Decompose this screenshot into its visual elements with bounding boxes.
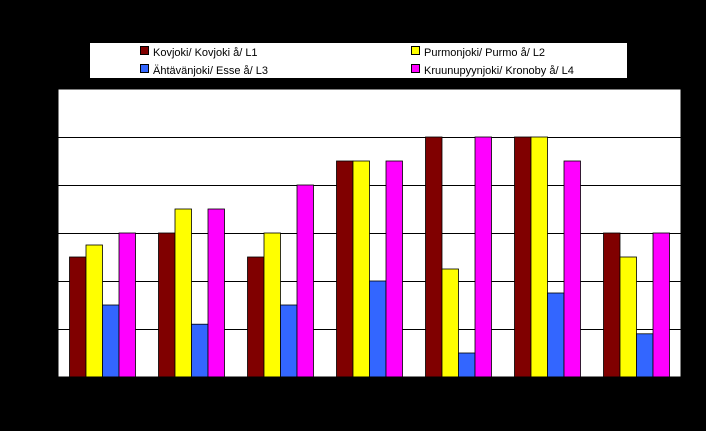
legend-item-l4: Kruunupyynjoki/ Kronoby å/ L4: [411, 64, 574, 78]
bar-series4-group5: [474, 136, 492, 378]
legend-label-l4: Kruunupyynjoki/ Kronoby å/ L4: [424, 65, 574, 77]
x-axis-ticks: [58, 377, 682, 382]
bar-series3-group6: [547, 292, 565, 378]
legend-swatch-l4: [411, 64, 420, 73]
bar-series2-group6: [530, 136, 548, 378]
bar-series3-group5: [458, 352, 476, 378]
legend-label-l1: Kovjoki/ Kovjoki å/ L1: [153, 47, 258, 59]
bar-series1-group4: [336, 160, 354, 378]
bar-series3-group2: [191, 323, 209, 378]
bar-series2-group5: [441, 268, 459, 378]
legend: Kovjoki/ Kovjoki å/ L1 Purmonjoki/ Purmo…: [89, 42, 628, 79]
bar-series4-group6: [563, 160, 581, 378]
bar-series2-group1: [85, 244, 103, 378]
legend-item-l2: Purmonjoki/ Purmo å/ L2: [411, 46, 545, 60]
bar-series4-group4: [385, 160, 403, 378]
legend-item-l1: Kovjoki/ Kovjoki å/ L1: [140, 46, 258, 60]
bar-series3-group7: [636, 333, 654, 378]
bar-series2-group2: [174, 208, 192, 378]
legend-swatch-l2: [411, 46, 420, 55]
legend-label-l3: Ähtävänjoki/ Esse å/ L3: [153, 65, 268, 77]
bar-series2-group4: [352, 160, 370, 378]
bar-series4-group3: [296, 184, 314, 378]
bar-series2-group7: [619, 256, 637, 378]
legend-label-l2: Purmonjoki/ Purmo å/ L2: [424, 47, 546, 59]
bar-series1-group7: [603, 232, 621, 378]
bars: [69, 136, 670, 378]
bar-series4-group1: [118, 232, 136, 378]
bar-series1-group3: [247, 256, 265, 378]
bar-series1-group5: [425, 136, 443, 378]
bar-series1-group2: [158, 232, 176, 378]
legend-swatch-l3: [140, 64, 149, 73]
bar-series4-group7: [652, 232, 670, 378]
bar-series3-group4: [369, 280, 387, 378]
bar-series3-group1: [102, 304, 120, 378]
legend-item-l3: Ähtävänjoki/ Esse å/ L3: [140, 64, 268, 78]
bar-series2-group3: [263, 232, 281, 378]
bar-series1-group1: [69, 256, 87, 378]
bar-series3-group3: [280, 304, 298, 378]
bar-series1-group6: [514, 136, 532, 378]
legend-swatch-l1: [140, 46, 149, 55]
bar-series4-group2: [207, 208, 225, 378]
